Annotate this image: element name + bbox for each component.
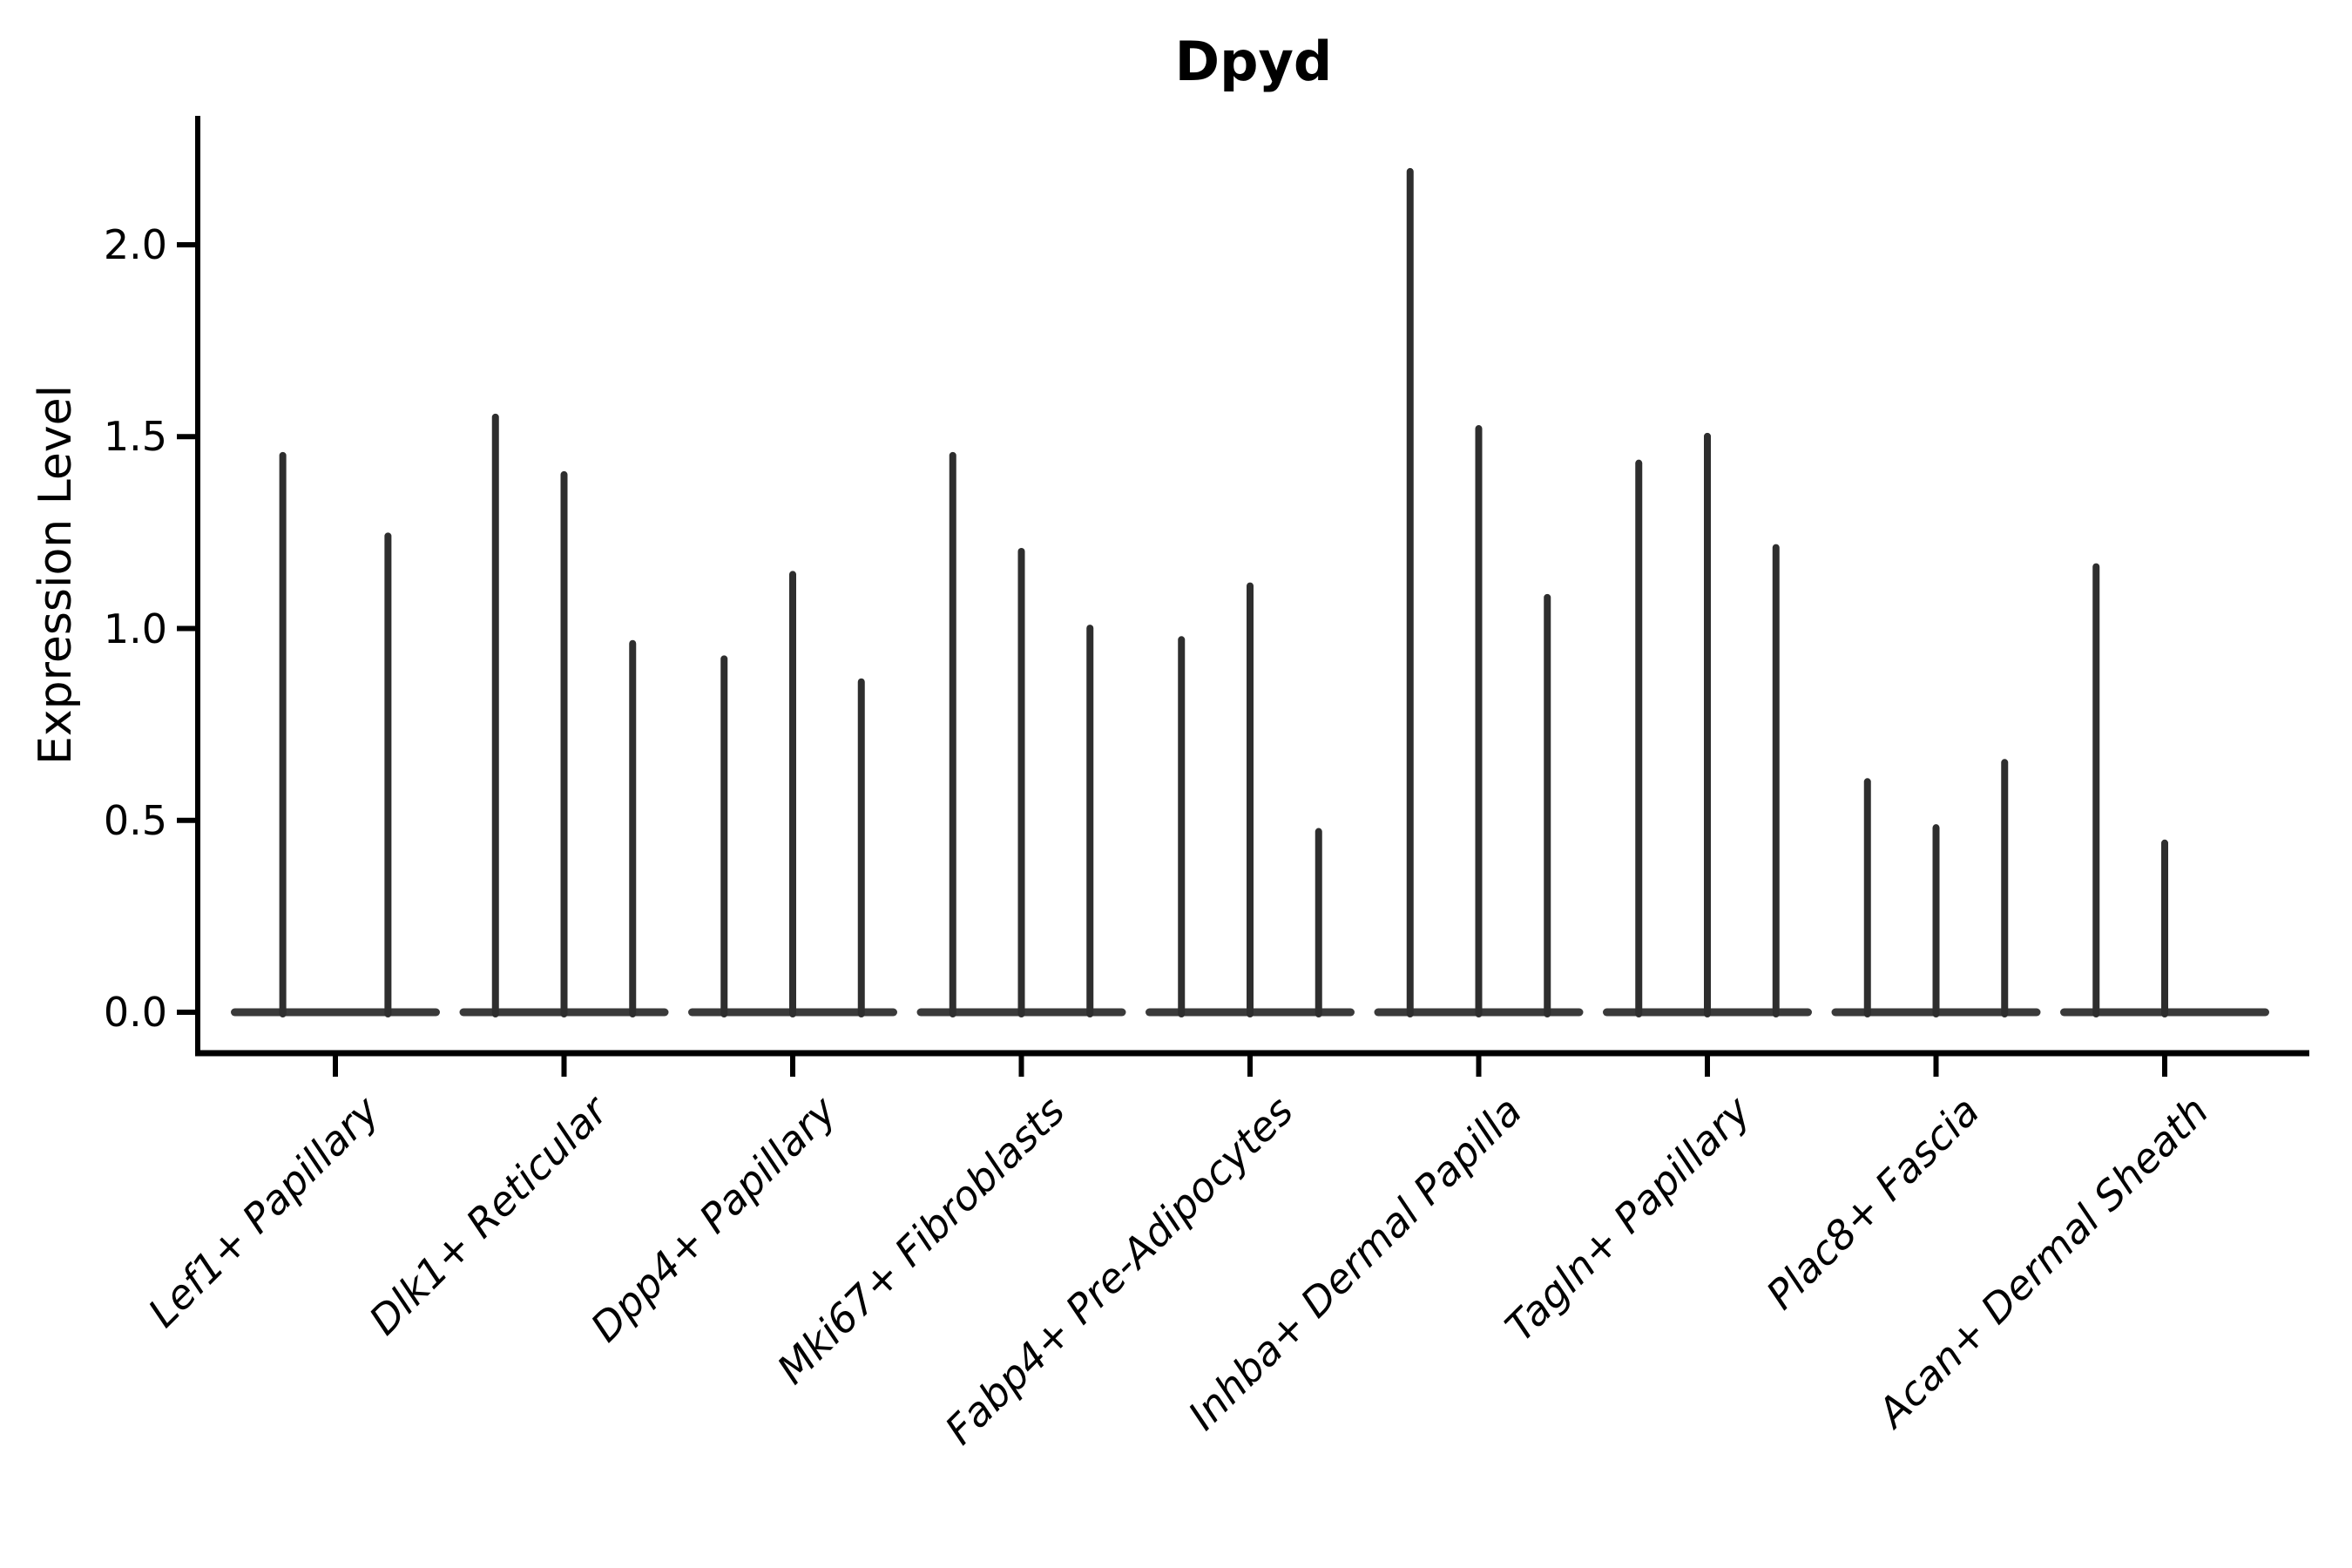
violin-base-band bbox=[231, 1008, 440, 1017]
y-tick-label: 1.0 bbox=[103, 605, 167, 652]
y-tick-label: 0.0 bbox=[103, 989, 167, 1036]
y-tick-label: 1.5 bbox=[103, 413, 167, 461]
y-tick-label: 2.0 bbox=[103, 221, 167, 268]
y-tick-label: 0.5 bbox=[103, 796, 167, 844]
plot-title: Dpyd bbox=[1174, 30, 1333, 93]
